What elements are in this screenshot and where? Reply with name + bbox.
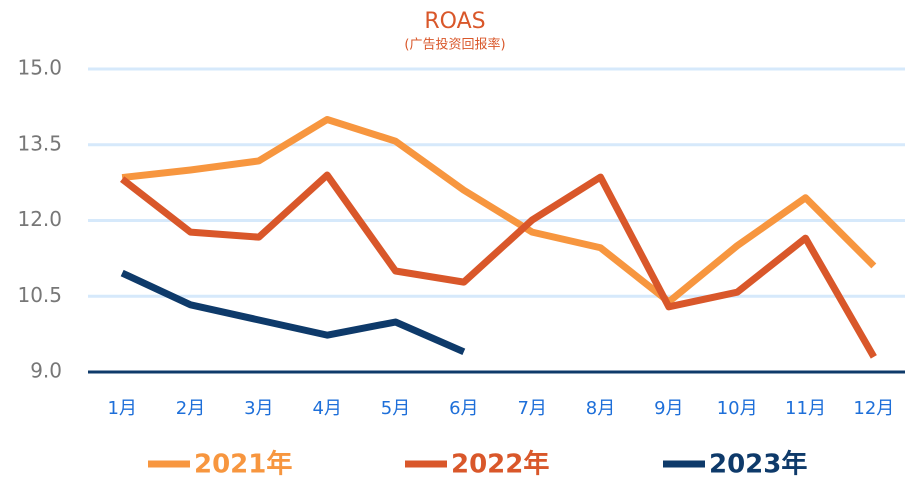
y-tick-label: 15.0 [17,56,62,80]
x-tick-label: 8月 [586,398,615,419]
x-tick-label: 12月 [853,398,894,419]
chart-title: ROAS [424,9,485,34]
y-tick-label: 12.0 [17,207,62,231]
x-tick-label: 10月 [717,398,758,419]
series-line [121,116,877,306]
series-line [120,171,877,359]
series-line [120,269,466,356]
x-tick-label: 1月 [107,398,136,419]
legend-label: 2023年 [709,449,807,480]
x-tick-label: 5月 [381,398,410,419]
y-tick-label: 10.5 [17,283,62,307]
x-tick-label: 4月 [312,398,341,419]
legend-label: 2022年 [451,449,549,480]
y-tick-label: 9.0 [30,359,62,383]
x-tick-label: 6月 [449,398,478,419]
y-tick-label: 13.5 [17,131,62,155]
x-tick-label: 11月 [785,398,826,419]
chart-subtitle: (广告投资回报率) [404,37,505,53]
x-tick-label: 7月 [517,398,546,419]
x-tick-label: 3月 [244,398,273,419]
x-tick-label: 9月 [654,398,683,419]
x-tick-label: 2月 [176,398,205,419]
legend-label: 2021年 [194,449,292,480]
